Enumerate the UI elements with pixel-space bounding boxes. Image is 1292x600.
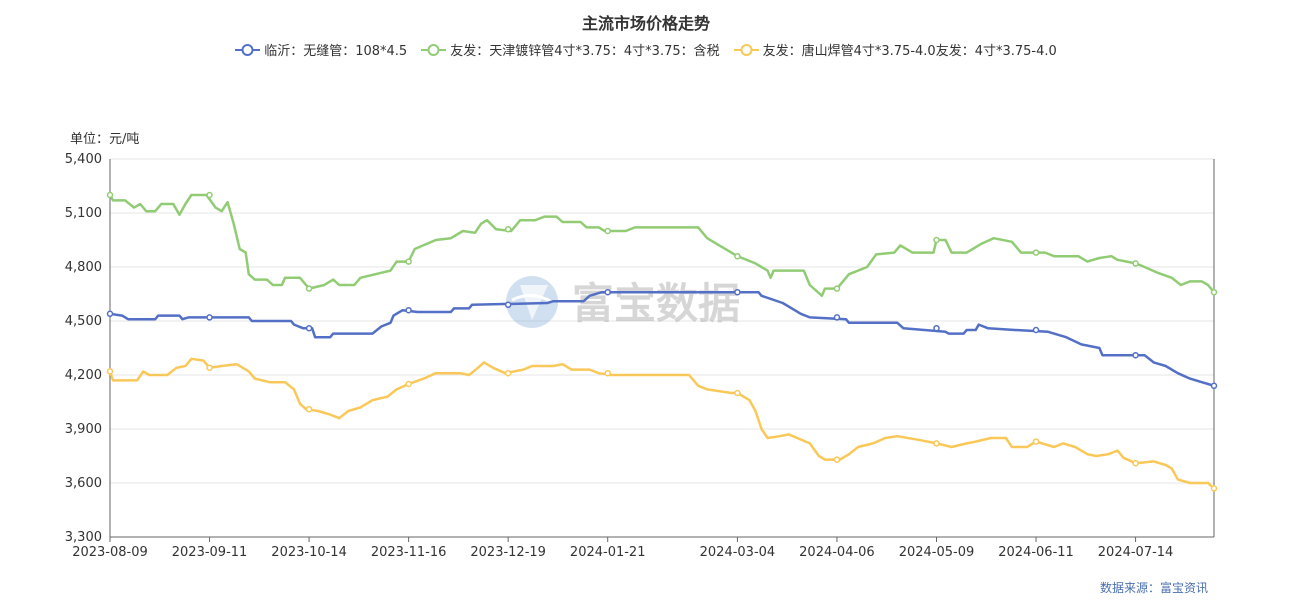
series-point-2 [734,389,741,397]
legend-item-series-1[interactable]: 友发：天津镀锌管4寸*3.75：4寸*3.75：含税 [421,40,720,59]
series-line-0 [109,290,1215,387]
series-point-2 [1210,485,1218,492]
series-point-0 [305,324,313,332]
x-tick-label: 2024-07-14 [1098,545,1174,560]
watermark: 富宝数据 [506,276,740,328]
axis-layer: 5,400 5,100 4,800 4,500 4,200 3,900 3,600 3,300… [65,152,1215,560]
series-2 [106,357,1218,492]
x-tick-label: 2024-03-04 [700,545,776,560]
series-line-2 [108,357,1215,490]
series-point-1 [504,225,512,233]
x-tick-label: 2023-11-16 [371,545,447,560]
series-point-2 [106,368,114,375]
x-tick-label: 2023-08-09 [72,545,148,560]
legend-item-series-0[interactable]: 临沂：无缝管：108*4.5 [235,40,407,59]
y-tick-label: 4,500 [65,314,102,329]
series-point-1 [833,285,841,292]
y-tick-label: 3,300 [65,530,102,545]
series-point-2 [305,405,313,413]
legend-label: 友发：唐山焊管4寸*3.75-4.0友发：4寸*3.75-4.0 [762,44,1057,59]
watermark-text: 富宝数据 [572,279,740,328]
series-point-0 [1032,326,1040,334]
x-tick-label: 2024-05-09 [899,545,975,560]
series-point-1 [734,252,741,260]
series-point-0 [734,288,741,296]
series-point-1 [1210,288,1218,296]
series-point-2 [1032,438,1040,445]
legend-swatch-icon [733,43,759,56]
series-point-2 [933,440,940,447]
legend-swatch-icon [235,43,261,56]
series-point-1 [1032,249,1040,256]
series-point-0 [1132,351,1139,359]
x-tick-label: 2024-06-11 [998,545,1074,560]
legend-item-series-2[interactable]: 友发：唐山焊管4寸*3.75-4.0友发：4寸*3.75-4.0 [733,40,1057,59]
y-tick-label: 5,400 [65,152,102,167]
series-point-2 [604,369,611,377]
legend-label: 临沂：无缝管：108*4.5 [264,44,408,59]
series-point-1 [1132,260,1139,267]
y-tick-label: 3,900 [65,422,102,437]
series-point-0 [1210,382,1218,390]
series-point-2 [833,456,841,463]
series-1 [106,191,1218,298]
series-point-1 [933,236,940,244]
x-tick-label: 2024-01-21 [570,545,646,560]
x-tick-label: 2023-09-11 [172,545,248,560]
series-point-0 [405,306,412,314]
series-point-0 [833,314,841,321]
series-point-1 [206,191,213,199]
y-tick-label: 4,800 [65,260,102,275]
y-tick-label: 5,100 [65,206,102,221]
x-tick-label: 2023-10-14 [271,545,347,560]
x-tick-label: 2023-12-19 [470,545,546,560]
series-point-0 [604,288,611,296]
y-tick-label: 3,600 [65,476,102,491]
series-line-1 [108,193,1215,298]
series-point-1 [305,285,313,292]
series-point-2 [206,364,213,372]
series-point-1 [604,227,611,235]
series-point-2 [405,380,412,388]
series-point-0 [504,301,512,309]
y-axis-unit-label: 单位：元/吨 [70,132,140,147]
series-point-0 [206,314,213,321]
series-point-2 [1132,459,1139,467]
legend-label: 友发：天津镀锌管4寸*3.75：4寸*3.75：含税 [450,44,720,59]
series-point-0 [933,324,940,332]
series-point-0 [106,310,114,318]
y-tick-label: 4,200 [65,368,102,383]
series-0 [106,288,1218,390]
x-tick-label: 2024-04-06 [799,545,875,560]
data-source-label: 数据来源：富宝资讯 [1099,581,1208,595]
series-point-1 [106,191,114,199]
series-point-2 [504,369,512,377]
chart-title: 主流市场价格走势 [581,14,710,33]
series-layer [106,191,1218,492]
legend-swatch-icon [421,43,447,56]
series-point-1 [405,258,412,265]
legend: 临沂：无缝管：108*4.5 友发：天津镀锌管4寸*3.75：4寸*3.75：含… [0,40,1292,59]
